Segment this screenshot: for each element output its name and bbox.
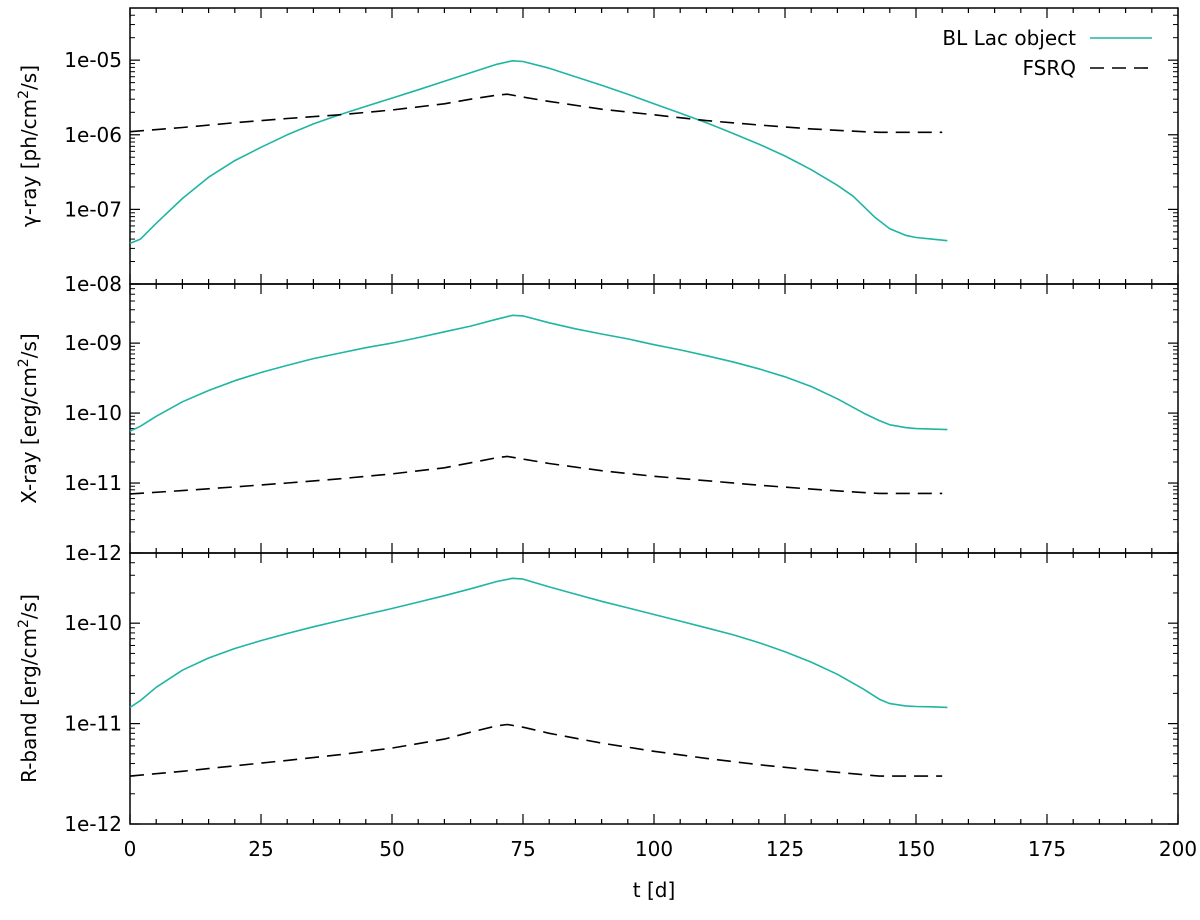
x-tick-label: 175 [1028,837,1066,861]
bl-lac-line-panel3 [129,577,948,709]
fsrq-line-panel3 [129,723,943,777]
x-tick-label: 125 [766,837,804,861]
legend-label: BL Lac object [942,26,1076,50]
y-axis-title-panel1: γ-ray [ph/cm2/s] [16,65,41,227]
y-tick-label: 1e-08 [64,272,122,296]
panel-frame-2 [129,283,1179,554]
x-tick-label: 150 [897,837,935,861]
y-tick-label: 1e-12 [64,812,122,836]
y-tick-label: 1e-11 [64,712,122,736]
y-tick-label: 1e-09 [64,331,122,355]
y-tick-label: 1e-05 [64,48,122,72]
bl-lac-line-panel2 [129,314,948,432]
y-tick-label: 1e-07 [64,197,122,221]
y-axis-title-panel3: R-band [erg/cm2/s] [16,594,41,783]
x-tick-label: 25 [248,837,273,861]
legend-label: FSRQ [1023,56,1077,80]
x-tick-label: 50 [379,837,404,861]
y-tick-label: 1e-11 [64,471,122,495]
y-tick-label: 1e-12 [64,541,122,565]
x-tick-label: 0 [124,837,137,861]
x-tick-label: 200 [1159,837,1197,861]
x-tick-label: 100 [635,837,673,861]
y-tick-label: 1e-06 [64,123,122,147]
bl-lac-line-panel1 [129,59,948,245]
panel-frame-3 [129,552,1179,825]
x-axis-title: t [d] [633,878,676,902]
fsrq-line-panel2 [129,455,943,495]
y-tick-label: 1e-10 [64,611,122,635]
x-tick-label: 75 [510,837,535,861]
fsrq-line-panel1 [129,93,943,134]
y-tick-label: 1e-10 [64,401,122,425]
y-axis-title-panel2: X-ray [erg/cm2/s] [16,333,41,503]
